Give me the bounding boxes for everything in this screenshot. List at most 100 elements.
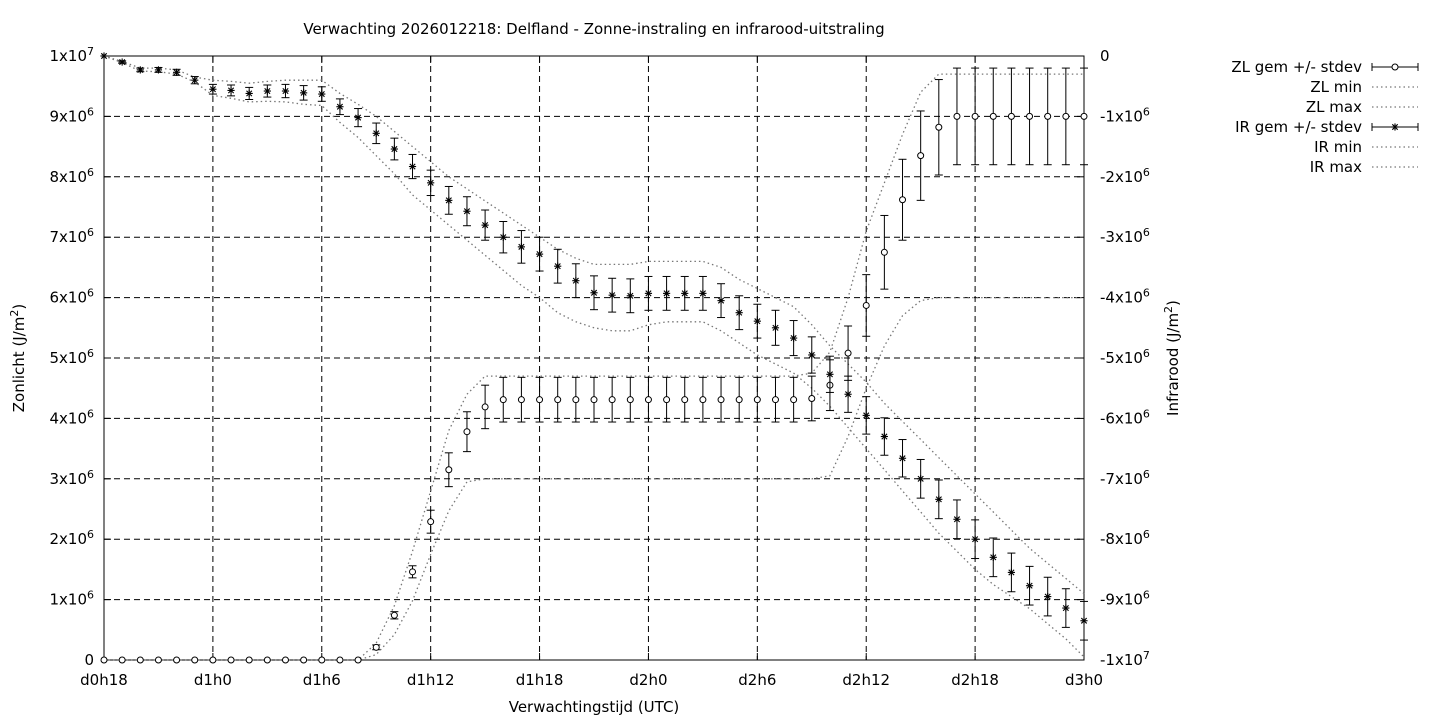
data-point-ir: [608, 291, 616, 299]
data-point-zl: [536, 396, 544, 404]
data-point-ir: [880, 432, 888, 441]
data-point-ir: [790, 334, 798, 342]
y-tick-label: 0: [84, 651, 94, 669]
y-tick-label: 3x106: [49, 467, 94, 488]
data-point-zl: [372, 643, 380, 651]
data-point-zl: [590, 396, 598, 404]
data-point-zl: [699, 396, 707, 404]
y2-tick-label: -6x106: [1100, 407, 1150, 428]
y2-tick-label: -5x106: [1100, 347, 1150, 368]
data-point-zl: [1062, 112, 1070, 120]
data-point-ir: [281, 87, 290, 95]
data-point-zl: [644, 396, 652, 404]
legend-label: IR min: [1314, 138, 1362, 156]
data-point-ir: [445, 196, 453, 204]
legend-label: IR max: [1310, 158, 1362, 176]
y-tick-label: 4x106: [49, 407, 94, 428]
data-point-zl: [336, 656, 344, 664]
x-tick-label: d0h18: [80, 671, 128, 689]
data-point-ir: [336, 103, 344, 111]
data-point-ir: [862, 411, 870, 419]
x-tick-label: d2h12: [842, 671, 890, 689]
data-point-ir: [136, 66, 144, 74]
x-tick-label: d2h6: [738, 671, 776, 689]
data-point-zl: [173, 656, 181, 664]
data-point-ir: [354, 114, 362, 122]
data-point-ir: [300, 89, 308, 97]
data-point-zl: [263, 656, 271, 664]
data-point-ir: [699, 289, 707, 297]
data-point-zl: [790, 396, 798, 404]
data-point-ir: [263, 87, 271, 95]
y-tick-label: 5x106: [49, 347, 94, 368]
data-point-ir: [808, 351, 816, 359]
legend-key-marker: [1391, 63, 1399, 71]
data-point-ir: [463, 207, 471, 215]
data-point-ir: [1007, 568, 1016, 577]
y-tick-label: 1x106: [49, 588, 94, 609]
data-point-zl: [1007, 112, 1015, 120]
data-point-zl: [753, 396, 761, 404]
data-point-zl: [136, 656, 144, 664]
y-tick-label: 7x106: [49, 226, 94, 247]
x-tick-label: d1h12: [407, 671, 455, 689]
data-point-zl: [717, 396, 725, 404]
data-point-zl: [499, 396, 507, 404]
data-point-zl: [1044, 112, 1052, 120]
data-point-zl: [663, 396, 671, 404]
data-point-ir: [898, 454, 907, 462]
y2-tick-label: -1x107: [1100, 649, 1150, 670]
data-point-ir: [390, 145, 398, 153]
data-point-zl: [899, 196, 907, 204]
y-tick-label: 1x107: [49, 45, 94, 66]
data-point-ir: [1062, 604, 1070, 612]
y2-tick-label: -8x106: [1100, 528, 1150, 549]
data-point-ir: [1044, 592, 1052, 601]
axis-ticks: d0h18 d1h0 d1h6 d1h12 d1h18 d2h0 d2h6 d2h12 d2h1…: [49, 45, 1149, 690]
data-point-ir: [753, 317, 761, 325]
data-point-ir: [935, 495, 943, 503]
data-point-ir: [318, 90, 326, 98]
data-point-zl: [681, 396, 689, 404]
data-point-ir: [427, 179, 435, 187]
data-point-ir: [844, 390, 852, 398]
y-tick-label: 9x106: [49, 105, 94, 126]
data-point-zl: [354, 656, 362, 664]
data-point-zl: [880, 248, 888, 256]
data-point-zl: [953, 112, 961, 120]
series-line-ir-max: [103, 55, 1085, 595]
data-point-ir: [100, 52, 108, 60]
data-point-ir: [1025, 582, 1034, 590]
data-point-zl: [808, 394, 816, 402]
legend-label: ZL max: [1306, 98, 1362, 116]
data-point-zl: [735, 396, 743, 404]
data-point-ir: [971, 535, 979, 543]
legend-label: IR gem +/- stdev: [1235, 118, 1362, 136]
data-point-zl: [989, 112, 997, 120]
data-point-ir: [535, 250, 544, 258]
data-point-zl: [971, 112, 979, 120]
y2-tick-label: -3x106: [1100, 226, 1150, 247]
data-point-zl: [481, 403, 489, 411]
data-point-zl: [318, 656, 326, 664]
data-point-ir: [626, 292, 634, 300]
data-point-ir: [245, 89, 253, 98]
data-point-ir: [826, 370, 834, 378]
data-point-zl: [1026, 112, 1034, 120]
data-point-ir: [572, 277, 580, 285]
data-point-ir: [717, 297, 725, 305]
data-point-zl: [862, 301, 870, 309]
series-line-zl-max: [104, 73, 1084, 661]
data-point-ir: [953, 515, 961, 523]
data-point-ir: [517, 243, 526, 251]
data-point-ir: [917, 475, 925, 483]
data-point-ir: [681, 289, 689, 297]
data-point-ir: [154, 66, 163, 74]
data-point-ir: [209, 85, 217, 93]
data-point-ir: [172, 68, 181, 76]
x-tick-label: d1h6: [303, 671, 341, 689]
data-point-zl: [191, 656, 199, 664]
data-point-zl: [608, 396, 616, 404]
data-point-zl: [100, 656, 108, 664]
x-tick-label: d2h0: [629, 671, 667, 689]
